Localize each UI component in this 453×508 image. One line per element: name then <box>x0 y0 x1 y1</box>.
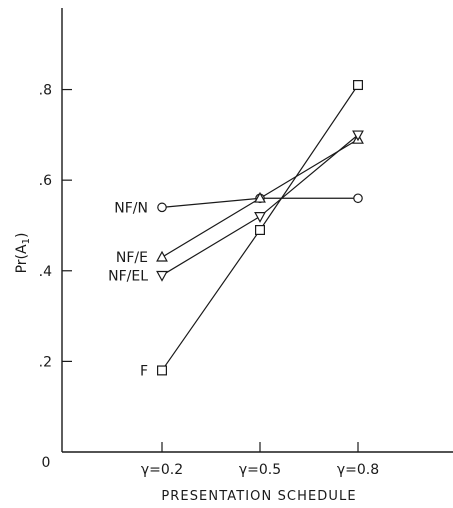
series-marker-nf-el-1 <box>254 212 266 223</box>
x-tick-label-0: γ=0.2 <box>141 462 183 478</box>
y-tick-label-3: .8 <box>39 83 52 99</box>
series-marker-nf-n-0 <box>157 202 167 213</box>
origin-label: 0 <box>42 455 51 471</box>
y-tick-label-0: .2 <box>39 354 52 370</box>
x-tick-label-2: γ=0.8 <box>337 462 379 478</box>
series-marker-group <box>156 80 364 376</box>
y-axis-label: Pr(A1) <box>14 233 32 274</box>
series-label-nf-n: NF/N <box>114 200 148 216</box>
series-marker-nf-el-0 <box>156 270 168 282</box>
x-tick-group: γ=0.2 γ=0.5 γ=0.8 <box>141 442 379 478</box>
series-marker-nf-n-2 <box>353 193 363 204</box>
series-marker-f-2 <box>353 80 364 91</box>
x-axis-label: PRESENTATION SCHEDULE <box>161 489 356 504</box>
series-label-nf-el: NF/EL <box>108 268 148 284</box>
axes <box>61 8 453 453</box>
series-marker-f-1 <box>255 225 266 236</box>
series-marker-f-0 <box>157 365 168 376</box>
series-marker-nf-el-2 <box>352 130 364 142</box>
series-marker-nf-e-1 <box>254 191 266 203</box>
series-marker-nf-e-0 <box>156 250 168 262</box>
x-tick-label-1: γ=0.5 <box>239 462 281 478</box>
y-tick-label-2: .6 <box>39 173 52 189</box>
y-tick-group: .2 .4 .6 .8 <box>39 83 72 370</box>
series-label-group: NF/N NF/E NF/EL F <box>108 200 148 379</box>
y-tick-label-1: .4 <box>39 264 52 280</box>
series-label-nf-e: NF/E <box>116 250 148 266</box>
series-label-f: F <box>140 363 148 379</box>
